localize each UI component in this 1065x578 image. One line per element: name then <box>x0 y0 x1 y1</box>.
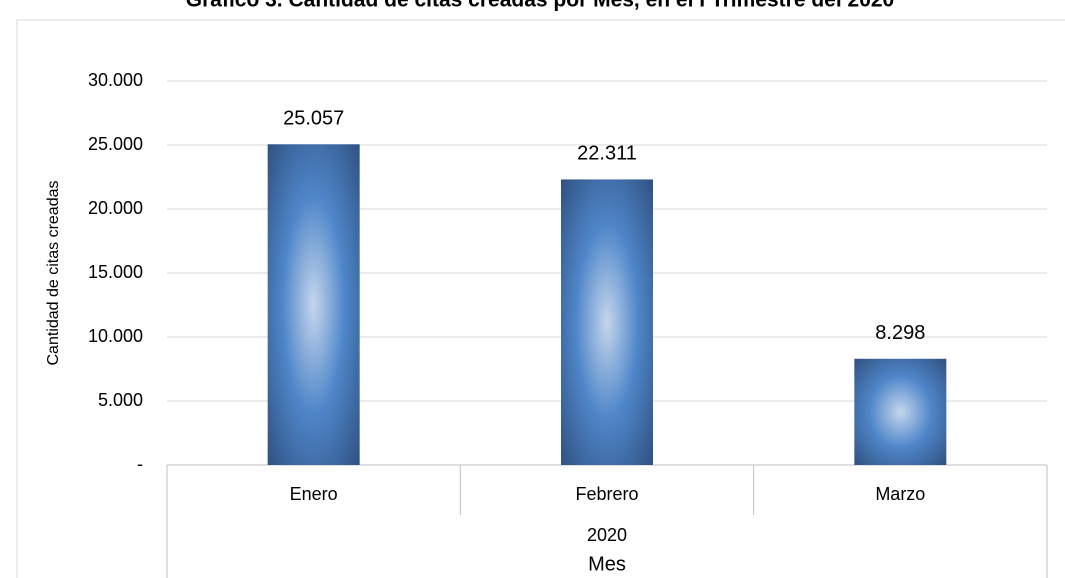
chart-border <box>16 19 1065 578</box>
chart-title: Gráfico 3. Cantidad de citas creadas por… <box>186 0 894 12</box>
y-tick-label: 5.000 <box>98 390 143 410</box>
x-axis-title: Mes <box>588 553 626 575</box>
y-tick-label: 15.000 <box>88 262 143 282</box>
y-tick-label: 20.000 <box>88 198 143 218</box>
y-tick-label: 25.000 <box>88 134 143 154</box>
data-label: 22.311 <box>577 143 637 165</box>
y-tick-label: - <box>137 454 143 474</box>
x-tick-label: Enero <box>290 484 338 504</box>
data-label: 25.057 <box>283 108 344 130</box>
x-tick-label: Marzo <box>875 484 925 504</box>
x-tick-label: Febrero <box>575 484 638 504</box>
data-label: 8.298 <box>875 322 925 344</box>
x-group-label: 2020 <box>587 525 627 545</box>
y-tick-label: 10.000 <box>88 326 143 346</box>
y-tick-label: 30.000 <box>88 70 143 90</box>
bar <box>561 179 653 466</box>
bar <box>854 358 947 465</box>
y-axis-title: Cantidad de citas creadas <box>45 181 62 366</box>
bar <box>267 144 360 466</box>
